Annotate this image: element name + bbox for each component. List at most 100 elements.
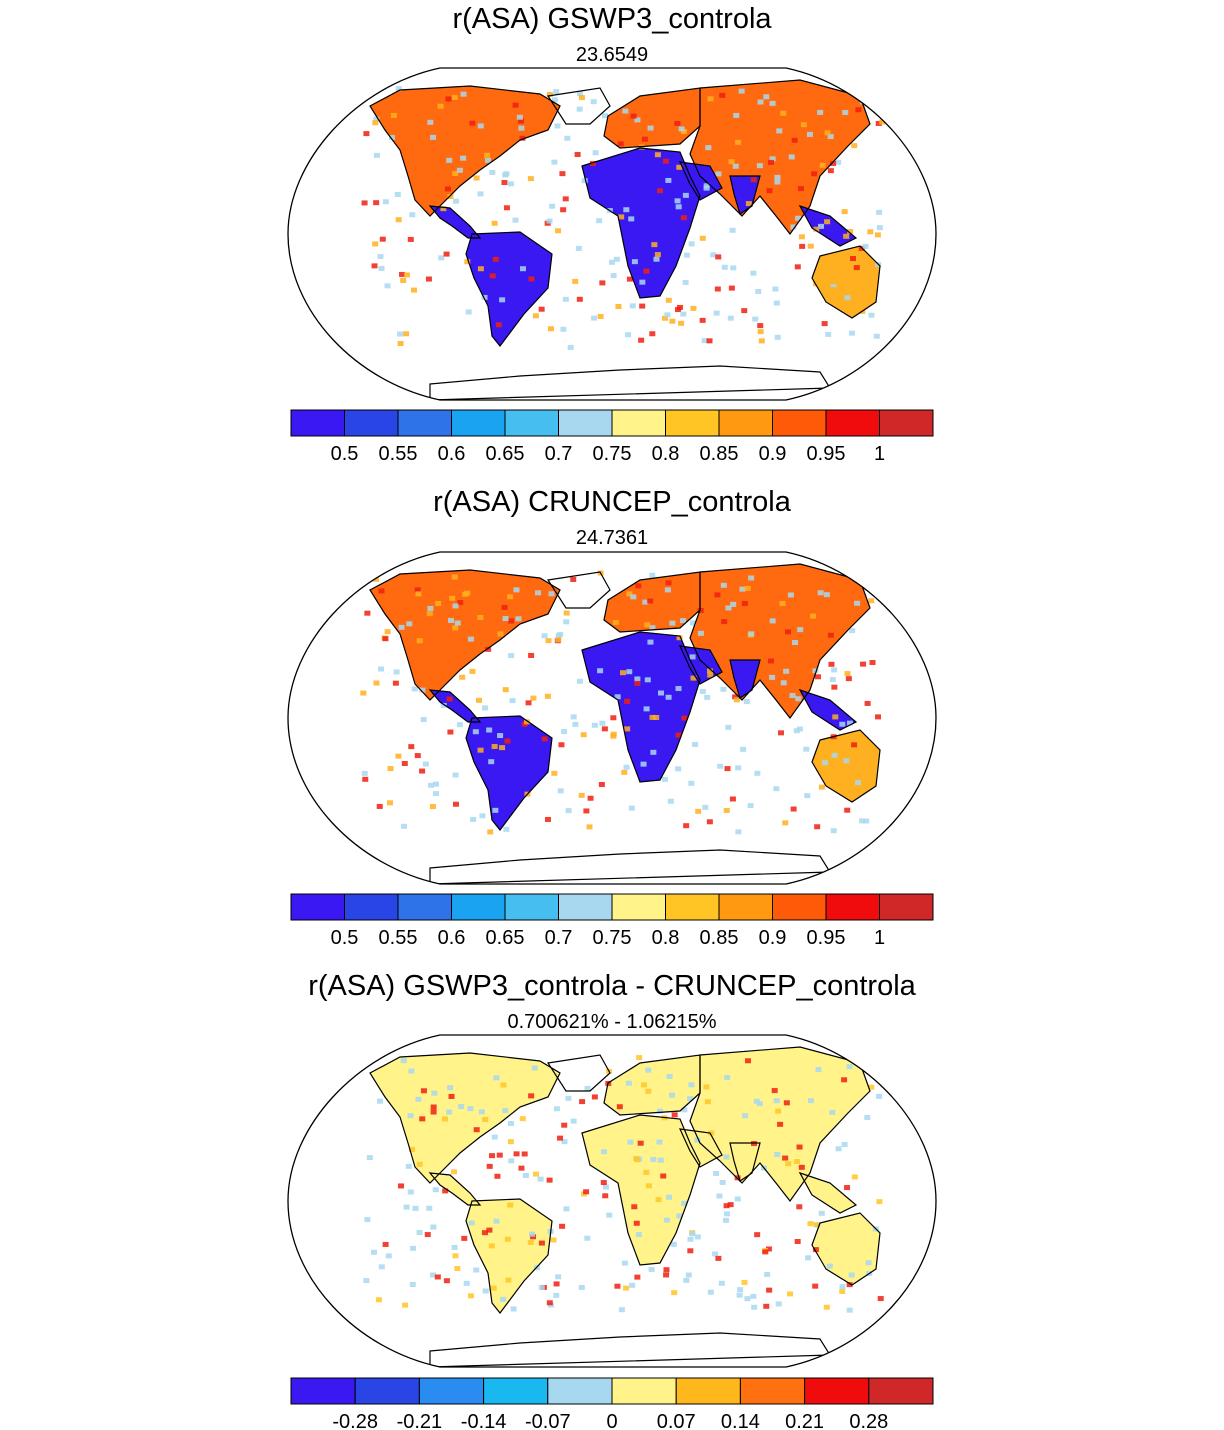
colorbar-swatch-8 [804,1377,870,1405]
land-samerica [466,716,552,830]
colorbar-swatch-5 [611,1377,677,1405]
map-frame [287,551,937,885]
colorbar-swatch-6 [611,893,666,921]
colorbar-swatch-4 [504,409,559,437]
colorbar-label-3: 0.65 [486,927,525,949]
panel-2-subtitle: 24.7361 [575,527,649,549]
colorbar-swatch-7 [665,893,720,921]
land-australia [812,246,880,318]
colorbar-label-9: 0.95 [807,927,846,949]
land-namerica [370,1053,560,1183]
land-samerica [466,1199,552,1313]
colorbar-swatch-5 [558,893,613,921]
land-australia [812,730,880,802]
colorbar-label-9: 0.95 [807,443,846,465]
colorbar-label-4: 0.7 [545,927,573,949]
colorbar-swatch-11 [879,409,934,437]
colorbar-swatch-7 [665,409,720,437]
panel-2-colorbar: 0.5 0.55 0.6 0.65 0.7 0.75 0.8 0.85 0.9 0.95 1 [290,893,934,949]
colorbar-label-0: 0.5 [331,443,359,465]
colorbar-swatch-6 [675,1377,741,1405]
colorbar-swatch-5 [558,409,613,437]
land-africa [582,1115,700,1265]
colorbar-label-3: -0.07 [525,1411,571,1430]
colorbar-swatch-1 [344,893,399,921]
colorbar-swatch-9 [772,409,827,437]
colorbar-label-3: 0.65 [486,443,525,465]
panel-2-title: r(ASA) CRUNCEP_controla [433,486,791,518]
colorbar-swatch-4 [547,1377,613,1405]
colorbar-swatch-1 [354,1377,420,1405]
colorbar-label-4: 0 [606,1411,617,1430]
colorbar-label-8: 0.9 [759,927,787,949]
colorbar-label-7: 0.85 [700,443,739,465]
colorbar-swatch-3 [451,893,506,921]
land-europe [604,1055,700,1115]
land-seasia [800,690,856,730]
colorbar-swatch-0 [290,1377,356,1405]
colorbar-swatch-2 [397,409,452,437]
colorbar-swatch-8 [718,893,773,921]
land-seasia [800,206,856,246]
colorbar-label-6: 0.8 [652,443,680,465]
colorbar-label-10: 1 [874,443,885,465]
panel-1-subtitle: 23.6549 [575,44,649,66]
colorbar-label-0: -0.28 [332,1411,378,1430]
colorbar-swatch-2 [418,1377,485,1405]
colorbar-swatch-4 [504,893,559,921]
colorbar-label-7: 0.21 [785,1411,824,1430]
colorbar-label-2: 0.6 [438,927,466,949]
land-africa [582,148,700,298]
colorbar-swatch-6 [611,409,666,437]
land-samerica [466,232,552,346]
panel-3-subtitle: 0.700621% - 1.06215% [507,1011,717,1033]
colorbar-swatch-9 [868,1377,934,1405]
colorbar-label-1: 0.55 [379,927,418,949]
colorbar-label-6: 0.8 [652,927,680,949]
colorbar-label-2: -0.14 [461,1411,507,1430]
colorbar-label-1: 0.55 [379,443,418,465]
colorbar-label-6: 0.14 [721,1411,760,1430]
land-camerica [430,206,480,238]
colorbar-swatch-2 [397,893,452,921]
map-frame [287,67,937,401]
panel-3-colorbar: -0.28 -0.21 -0.14 -0.07 0 0.07 0.14 0.21 0.28 [290,1377,934,1430]
land-namerica [370,86,560,216]
land-camerica [430,690,480,722]
colorbar-swatch-0 [290,893,345,921]
panel-1-title: r(ASA) GSWP3_controla [452,3,772,35]
land-africa [582,632,700,782]
map-frame [287,1034,937,1368]
colorbar-label-8: 0.9 [759,443,787,465]
land-camerica [430,1173,480,1205]
colorbar-swatch-11 [879,893,934,921]
colorbar-label-2: 0.6 [438,443,466,465]
land-namerica [370,570,560,700]
colorbar-swatch-10 [825,409,880,437]
colorbar-swatch-1 [344,409,399,437]
panel-3-map [287,1034,937,1368]
colorbar-label-5: 0.07 [657,1411,696,1430]
colorbar-label-5: 0.75 [593,927,632,949]
land-arabia [680,162,722,200]
land-seasia [800,1173,856,1213]
panel-1-colorbar: 0.5 0.55 0.6 0.65 0.7 0.75 0.8 0.85 0.9 0.95 1 [290,409,934,465]
colorbar-swatch-0 [290,409,345,437]
colorbar-label-7: 0.85 [700,927,739,949]
colorbar-label-0: 0.5 [331,927,359,949]
colorbar-label-5: 0.75 [593,443,632,465]
colorbar-swatch-3 [451,409,506,437]
colorbar-swatch-7 [739,1377,806,1405]
land-europe [604,88,700,148]
panel-1-map [287,67,937,401]
panel-3-title: r(ASA) GSWP3_controla - CRUNCEP_controla [308,970,916,1002]
land-arabia [680,1129,722,1167]
colorbar-label-10: 1 [874,927,885,949]
colorbar-swatch-9 [772,893,827,921]
colorbar-swatch-3 [483,1377,549,1405]
colorbar-label-1: -0.21 [397,1411,443,1430]
colorbar-label-4: 0.7 [545,443,573,465]
colorbar-swatch-8 [718,409,773,437]
panel-2-map [287,551,937,885]
colorbar-swatch-10 [825,893,880,921]
